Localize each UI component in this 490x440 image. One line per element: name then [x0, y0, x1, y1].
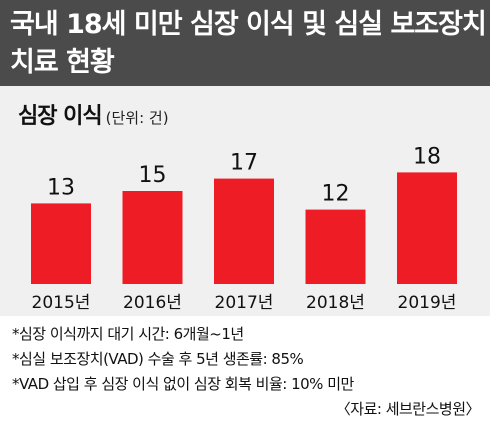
bar-2015년	[31, 203, 91, 284]
note-vad-survival: *심실 보조장치(VAD) 수술 후 5년 생존률: 85%	[12, 350, 304, 368]
x-tick-label: 2018년	[306, 293, 365, 313]
data-label-2018년: 12	[322, 182, 350, 207]
chart-unit-label: (단위: 건)	[105, 109, 169, 127]
x-tick-label: 2016년	[123, 293, 182, 313]
data-label-2017년: 17	[230, 151, 258, 176]
x-tick-label: 2015년	[32, 293, 91, 313]
header-title-line2: 치료 현황	[10, 47, 115, 78]
bar-chart: 13 2015년 15 2016년 17 2017년 12 2018년 18 2019년	[31, 144, 457, 313]
chart-title: 심장 이식 (단위: 건)	[18, 98, 169, 130]
data-label-2015년: 13	[47, 175, 75, 200]
chart-title-main: 심장 이식	[18, 104, 103, 129]
data-label-2016년: 15	[139, 163, 167, 188]
bar-2019년	[397, 172, 457, 284]
bar-2018년	[305, 209, 366, 284]
note-vad-recovery: *VAD 삽입 후 심장 이식 없이 심장 회복 비율: 10% 미만	[12, 375, 354, 393]
data-label-2019년: 18	[413, 144, 441, 169]
x-tick-label: 2017년	[215, 293, 274, 313]
x-tick-label: 2019년	[398, 293, 457, 313]
note-wait-time: *심장 이식까지 대기 시간: 6개월~1년	[12, 325, 244, 343]
header: 국내 18세 미만 심장 이식 및 심실 보조장치 치료 현황	[0, 0, 490, 86]
notes: *심장 이식까지 대기 시간: 6개월~1년 *심실 보조장치(VAD) 수술 …	[12, 322, 482, 422]
bar-2017년	[214, 178, 274, 284]
source-label: 〈자료: 세브란스병원〉	[335, 400, 481, 418]
bar-2016년	[122, 191, 183, 284]
header-title-line1: 국내 18세 미만 심장 이식 및 심실 보조장치	[10, 9, 487, 40]
